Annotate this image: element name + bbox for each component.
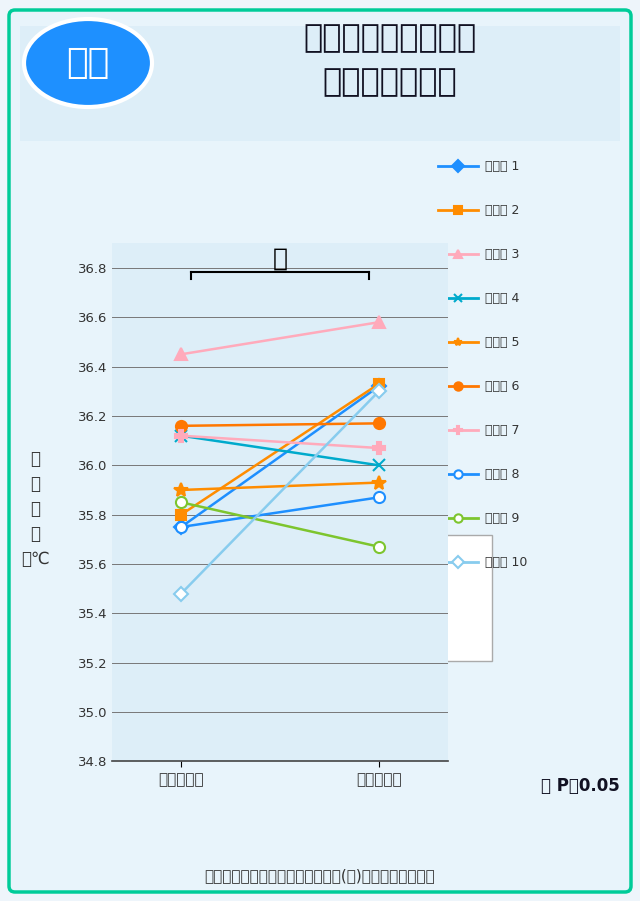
Text: 三井温熱療法による: 三井温熱療法による [303, 23, 477, 54]
Text: 対象者 9: 対象者 9 [485, 512, 520, 524]
Text: 基
礎
体
温
（℃: 基 礎 体 温 （℃ [21, 450, 49, 568]
Text: ＊: ＊ [273, 246, 287, 270]
FancyBboxPatch shape [9, 10, 631, 892]
FancyBboxPatch shape [294, 535, 492, 661]
Text: ＊ P＜0.05: ＊ P＜0.05 [541, 777, 620, 795]
Text: 対象者 5: 対象者 5 [485, 335, 520, 349]
Text: 対象者 4: 対象者 4 [485, 292, 520, 305]
Text: 体温: 体温 [67, 46, 109, 80]
Text: 対象者 8: 対象者 8 [485, 468, 520, 480]
Text: 対象者 10: 対象者 10 [485, 556, 527, 569]
Text: 対象者 3: 対象者 3 [485, 248, 520, 260]
FancyBboxPatch shape [20, 26, 620, 141]
Text: 基礎体温の変化: 基礎体温の変化 [323, 68, 458, 98]
Text: 対象者 6: 対象者 6 [485, 379, 520, 393]
Ellipse shape [24, 19, 152, 107]
Text: 対象者 1: 対象者 1 [485, 159, 520, 172]
Text: 対象者 2: 対象者 2 [485, 204, 520, 216]
Text: 自己免疫疾患: 自己免疫疾患 [358, 588, 406, 602]
Text: 癌: 癌 [358, 562, 366, 576]
Text: パーキンソン病: パーキンソン病 [358, 614, 414, 627]
Text: （若松河田クリニックと三井温熱(株)の臨床共同研究）: （若松河田クリニックと三井温熱(株)の臨床共同研究） [205, 868, 435, 883]
Text: アルコール多飲者: アルコール多飲者 [358, 641, 422, 653]
Text: 対象者 7: 対象者 7 [485, 423, 520, 436]
